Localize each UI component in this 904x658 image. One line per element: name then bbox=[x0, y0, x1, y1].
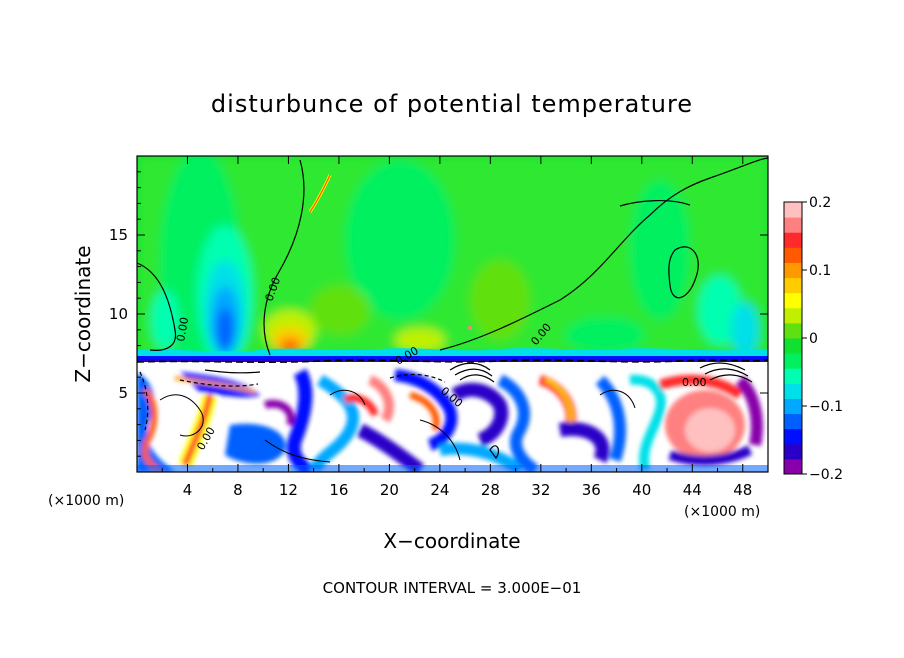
x-tick-label: 44 bbox=[683, 481, 702, 499]
y-tick-label: 15 bbox=[109, 226, 128, 244]
y-axis-label: Z−coordinate bbox=[71, 245, 95, 382]
colorbar-swatch bbox=[784, 398, 802, 415]
x-tick-label: 40 bbox=[632, 481, 651, 499]
colorbar-swatch bbox=[784, 338, 802, 354]
x-tick-label: 36 bbox=[582, 481, 601, 499]
y-axis: 5 10 15 bbox=[109, 171, 768, 457]
colorbar-swatch bbox=[784, 262, 802, 279]
x-tick-label: 8 bbox=[233, 481, 243, 499]
colorbar-swatch bbox=[784, 458, 802, 475]
x-tick-label: 4 bbox=[183, 481, 193, 499]
colorbar-tick-label: −0.1 bbox=[809, 399, 843, 415]
colorbar-swatch bbox=[784, 428, 802, 445]
colorbar-swatch bbox=[784, 443, 802, 460]
colorbar-tick-label: 0.2 bbox=[809, 195, 831, 211]
colorbar-tick-label: 0 bbox=[809, 331, 818, 347]
y-tick-label: 10 bbox=[109, 305, 128, 323]
colorbar-swatch bbox=[784, 232, 802, 248]
x-tick-label: 32 bbox=[531, 481, 550, 499]
colorbar-swatch bbox=[784, 247, 802, 263]
colorbar-swatch bbox=[784, 413, 802, 430]
colorbar-axis: 0.2 0.1 0 −0.1 −0.2 bbox=[802, 195, 843, 483]
colorbar-swatch bbox=[784, 277, 802, 294]
colorbar-tick-label: −0.2 bbox=[809, 467, 843, 483]
x-tick-label: 24 bbox=[430, 481, 449, 499]
colorbar bbox=[783, 201, 803, 475]
contour-label: 0.00 bbox=[682, 376, 707, 389]
x-tick-label: 20 bbox=[380, 481, 399, 499]
x-tick-label: 48 bbox=[733, 481, 752, 499]
colorbar-swatch bbox=[784, 322, 802, 339]
x-tick-label: 16 bbox=[329, 481, 348, 499]
colorbar-swatch bbox=[784, 202, 802, 218]
y-tick-label: 5 bbox=[118, 384, 128, 402]
contour-label: 0.00 bbox=[174, 316, 191, 342]
contour-interval-note: CONTOUR INTERVAL = 3.000E−01 bbox=[323, 579, 582, 597]
x-axis-label: X−coordinate bbox=[383, 529, 520, 553]
colorbar-swatch bbox=[784, 292, 802, 309]
colorbar-swatch bbox=[784, 353, 802, 369]
colorbar-tick-label: 0.1 bbox=[809, 263, 831, 279]
colorbar-swatch bbox=[784, 383, 802, 399]
x-unit-right: (×1000 m) bbox=[684, 504, 760, 520]
colorbar-swatch bbox=[784, 217, 802, 233]
colorbar-swatch bbox=[784, 368, 802, 384]
x-axis: 4 8 12 16 20 24 28 32 36 40 44 48 bbox=[161, 156, 752, 499]
x-tick-label: 12 bbox=[279, 481, 298, 499]
x-tick-label: 28 bbox=[481, 481, 500, 499]
chart-title: disturbunce of potential temperature bbox=[211, 90, 693, 118]
colorbar-swatch bbox=[784, 307, 802, 324]
heatmap-field bbox=[137, 156, 768, 472]
x-unit-left: (×1000 m) bbox=[48, 493, 124, 509]
